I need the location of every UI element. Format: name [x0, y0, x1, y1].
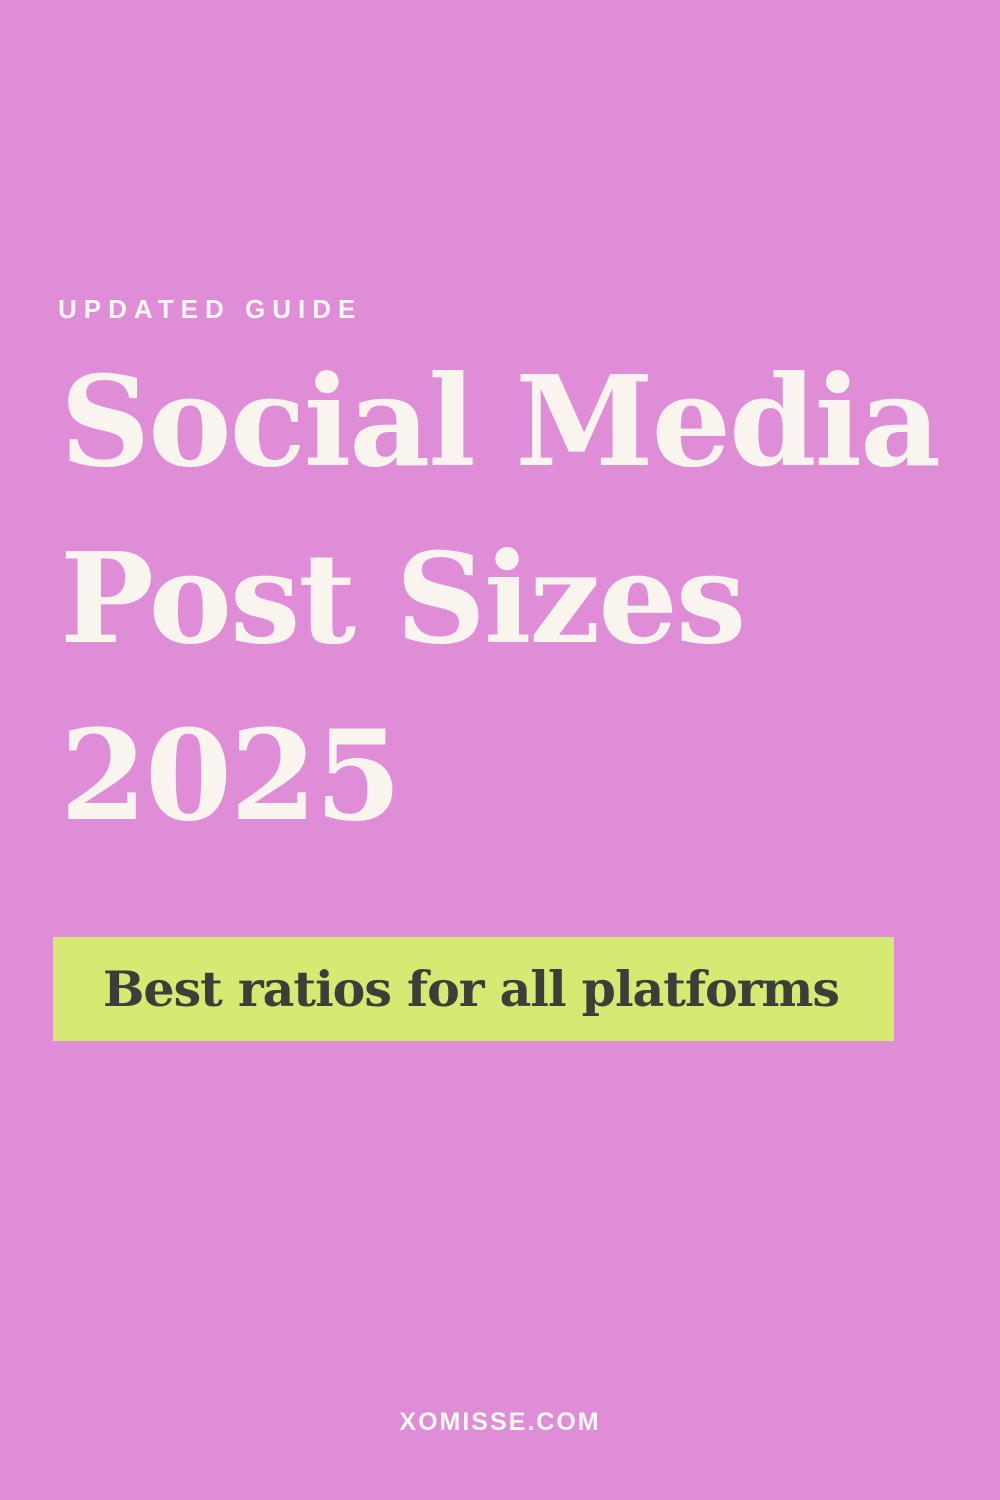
subtitle-banner-label: Best ratios for all platforms — [103, 960, 840, 1018]
title-line-3: 2025 — [60, 703, 402, 849]
title-line-1: Social Media — [60, 349, 941, 495]
title-line-2: Post Sizes — [60, 526, 746, 672]
website-url: XOMISSE.COM — [399, 1408, 601, 1436]
subtitle-banner: Best ratios for all platforms — [53, 937, 894, 1041]
page-title: Social Media Post Sizes 2025 — [60, 334, 941, 865]
eyebrow-label: UPDATED GUIDE — [58, 294, 363, 324]
